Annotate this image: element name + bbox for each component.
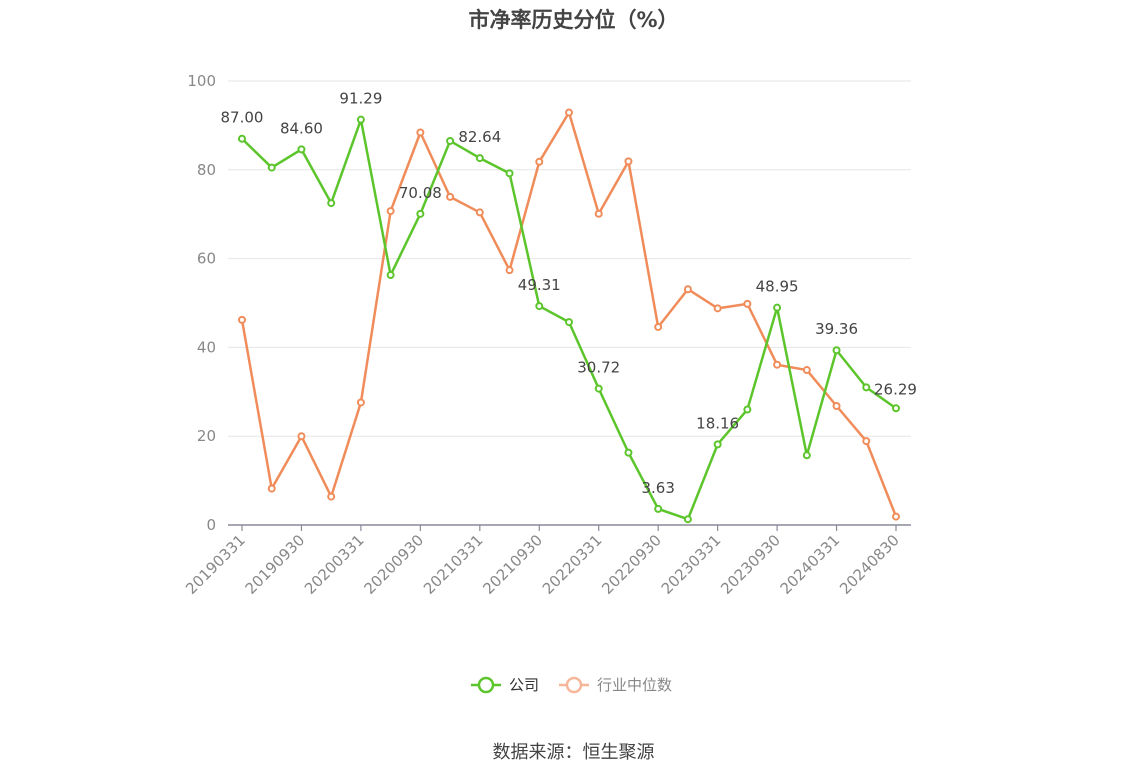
data-label: 49.31 [518,276,561,294]
x-tick-label: 20190930 [242,531,309,598]
data-point[interactable] [594,384,603,393]
data-point[interactable] [892,404,900,413]
y-tick-label: 0 [206,516,216,534]
x-tick-label: 20220331 [539,531,606,598]
data-point[interactable] [565,108,573,117]
grid-lines [228,80,911,437]
data-point[interactable] [713,304,722,313]
legend: 公司 行业中位数 [471,676,672,694]
data-point[interactable] [773,360,782,369]
series-0 [238,115,900,524]
data-point[interactable] [505,169,514,178]
data-point[interactable] [386,207,395,216]
data-point[interactable] [267,484,276,493]
data-labels: 87.00 84.60 91.29 70.08 82.64 49.31 30.72 3.63 1… [221,90,917,497]
data-point[interactable] [297,145,306,154]
x-tick-label: 20240331 [777,531,844,598]
data-label: 30.72 [577,359,620,377]
data-point[interactable] [832,402,841,411]
data-point[interactable] [743,299,752,308]
data-point[interactable] [505,266,514,275]
data-point[interactable] [773,303,782,312]
data-point[interactable] [327,199,336,208]
data-point[interactable] [475,154,484,163]
series-line [240,111,898,518]
data-label: 39.36 [815,320,858,338]
data-point[interactable] [535,157,544,166]
x-tick-label: 20230331 [658,531,725,598]
data-point[interactable] [832,346,841,355]
data-point[interactable] [446,136,455,145]
data-point[interactable] [862,383,871,392]
data-point[interactable] [356,115,365,124]
y-tick-label: 100 [187,72,216,90]
data-point[interactable] [327,492,336,501]
data-label: 3.63 [641,479,674,497]
y-tick-label: 60 [197,250,216,268]
data-point[interactable] [802,366,811,375]
legend-marker-icon [477,676,495,694]
x-tick-label: 20190331 [182,531,249,598]
data-point[interactable] [475,208,484,217]
data-point[interactable] [267,163,276,172]
data-point[interactable] [683,515,692,524]
data-point[interactable] [416,128,425,137]
legend-item-1[interactable]: 行业中位数 [559,676,672,694]
data-point[interactable] [654,322,663,331]
x-tick-label: 20210930 [479,531,546,598]
x-tick-label: 20200331 [301,531,368,598]
data-label: 84.60 [280,119,323,137]
data-label: 87.00 [221,109,264,127]
series-1 [238,108,900,521]
legend-label: 公司 [509,676,539,694]
data-point[interactable] [565,318,573,327]
data-point[interactable] [624,157,633,166]
source-note: 数据来源：恒生聚源 [492,742,655,763]
data-point[interactable] [297,432,306,441]
data-point[interactable] [446,192,455,201]
data-label: 91.29 [339,90,382,108]
data-point[interactable] [238,315,246,324]
x-tick-label: 20230930 [717,531,784,598]
data-label: 70.08 [399,184,442,202]
data-point[interactable] [862,437,871,446]
data-label: 26.29 [874,380,917,398]
data-point[interactable] [624,448,633,457]
series-layer [238,108,900,524]
data-point[interactable] [535,302,544,311]
x-tick-label: 20210331 [420,531,487,598]
data-point[interactable] [238,134,246,143]
y-tick-label: 20 [197,427,216,445]
legend-marker-icon [565,676,583,694]
data-point[interactable] [892,512,900,521]
y-tick-label: 80 [197,161,216,179]
data-label: 82.64 [458,128,501,146]
data-label: 18.16 [696,414,739,432]
data-point[interactable] [594,209,603,218]
x-tick-label: 20220930 [598,531,665,598]
data-point[interactable] [416,209,425,218]
x-tick-label: 20240830 [836,531,903,598]
legend-label: 行业中位数 [597,676,672,694]
data-point[interactable] [356,398,365,407]
x-tick-label: 20200930 [360,531,427,598]
data-point[interactable] [713,440,722,449]
data-point[interactable] [386,271,395,280]
data-point[interactable] [683,285,692,294]
data-label: 48.95 [756,278,799,296]
y-tick-label: 40 [197,338,216,356]
legend-item-0[interactable]: 公司 [471,676,539,694]
data-point[interactable] [743,405,752,414]
data-point[interactable] [654,504,663,513]
data-point[interactable] [802,451,811,460]
chart-title: 市净率历史分位（%） [468,8,679,32]
